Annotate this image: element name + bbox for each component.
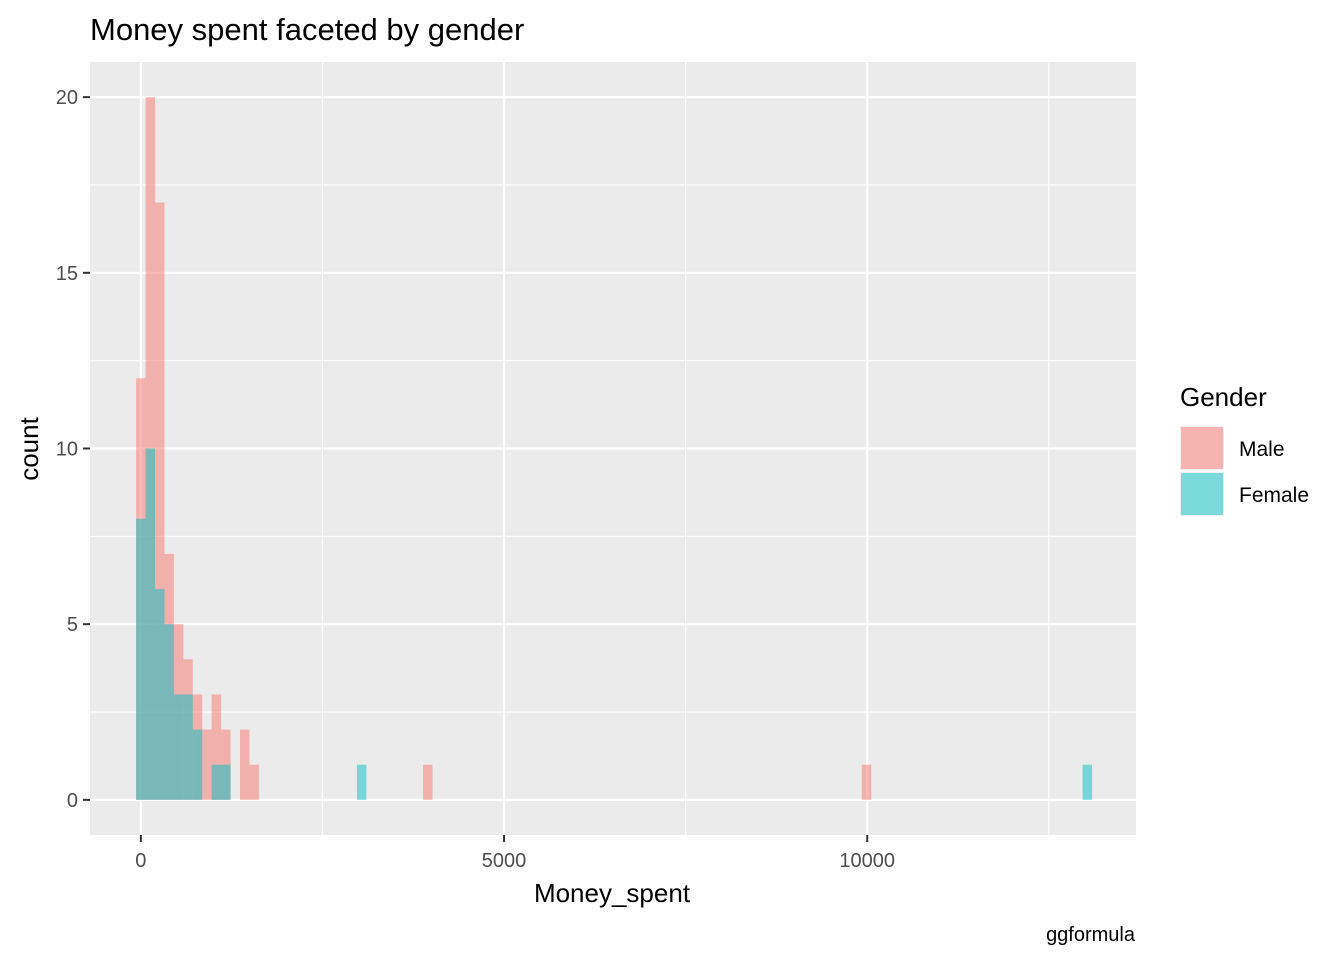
histogram-bar-male bbox=[155, 202, 165, 800]
histogram-bar-male bbox=[861, 764, 872, 800]
histogram-bar-male bbox=[423, 764, 433, 800]
y-tick-label: 20 bbox=[56, 87, 78, 109]
x-tick-label: 0 bbox=[135, 850, 146, 872]
x-axis: 0 5000 10000 bbox=[135, 835, 895, 872]
legend-title: Gender bbox=[1180, 382, 1267, 412]
major-gridlines bbox=[90, 62, 1136, 835]
histogram-bar-female bbox=[173, 694, 184, 800]
chart-title: Money spent faceted by gender bbox=[90, 12, 524, 47]
histogram-bar-male bbox=[211, 694, 222, 800]
x-tick-label: 5000 bbox=[482, 850, 527, 872]
y-tick-label: 15 bbox=[56, 263, 78, 285]
legend-label-male: Male bbox=[1239, 438, 1285, 461]
y-tick-label: 10 bbox=[56, 439, 78, 461]
histogram-bar-female bbox=[155, 589, 165, 800]
legend-swatch-male bbox=[1181, 427, 1223, 469]
y-tick-label: 0 bbox=[67, 790, 78, 812]
histogram-bar-female bbox=[136, 518, 146, 800]
histogram-bar-female bbox=[211, 764, 222, 800]
histogram-bar-male bbox=[239, 729, 250, 800]
histogram-bar-male bbox=[221, 729, 231, 800]
legend-swatch-female bbox=[1181, 473, 1223, 515]
histogram-bar-female bbox=[145, 448, 156, 800]
x-tick-label: 10000 bbox=[839, 850, 895, 872]
histogram-bars bbox=[136, 97, 1093, 800]
y-tick-label: 5 bbox=[67, 614, 78, 636]
histogram-bar-female bbox=[192, 729, 203, 800]
series-female bbox=[136, 448, 1093, 800]
legend: Gender Male Female bbox=[1180, 382, 1309, 516]
y-axis-title: count bbox=[14, 416, 44, 480]
chart-caption: ggformula bbox=[1046, 924, 1136, 946]
histogram-bar-female bbox=[1082, 764, 1093, 800]
histogram-bar-male bbox=[249, 764, 259, 800]
histogram-bar-female bbox=[221, 764, 231, 800]
y-axis: 0 5 10 15 20 bbox=[56, 87, 90, 812]
histogram-bar-female bbox=[164, 624, 174, 800]
x-axis-title: Money_spent bbox=[534, 878, 691, 908]
histogram-bar-female bbox=[183, 694, 193, 800]
histogram-bar-male bbox=[202, 729, 212, 800]
histogram-bar-female bbox=[356, 764, 367, 800]
legend-label-female: Female bbox=[1239, 484, 1309, 507]
